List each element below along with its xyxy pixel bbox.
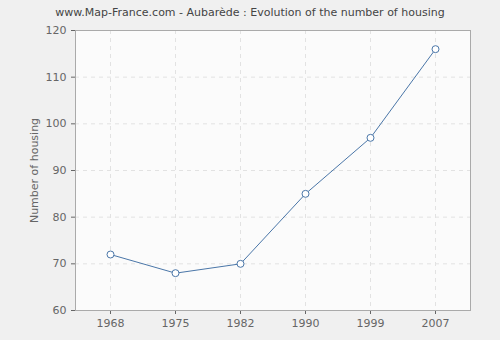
svg-text:80: 80 xyxy=(53,211,67,224)
svg-text:110: 110 xyxy=(46,71,67,84)
svg-text:1990: 1990 xyxy=(292,317,320,330)
svg-text:2007: 2007 xyxy=(422,317,450,330)
svg-text:60: 60 xyxy=(53,304,67,317)
svg-text:1968: 1968 xyxy=(97,317,125,330)
svg-text:70: 70 xyxy=(53,257,67,270)
svg-text:100: 100 xyxy=(46,117,67,130)
svg-text:90: 90 xyxy=(53,164,67,177)
svg-text:1999: 1999 xyxy=(357,317,385,330)
svg-text:Number of housing: Number of housing xyxy=(28,118,41,223)
svg-text:1975: 1975 xyxy=(162,317,190,330)
html-text:www.Map-France.com - Aubarède: www.Map-France.com - Aubarède : Evolutio… xyxy=(55,6,445,19)
svg-text:120: 120 xyxy=(46,24,67,37)
svg-text:1982: 1982 xyxy=(227,317,255,330)
